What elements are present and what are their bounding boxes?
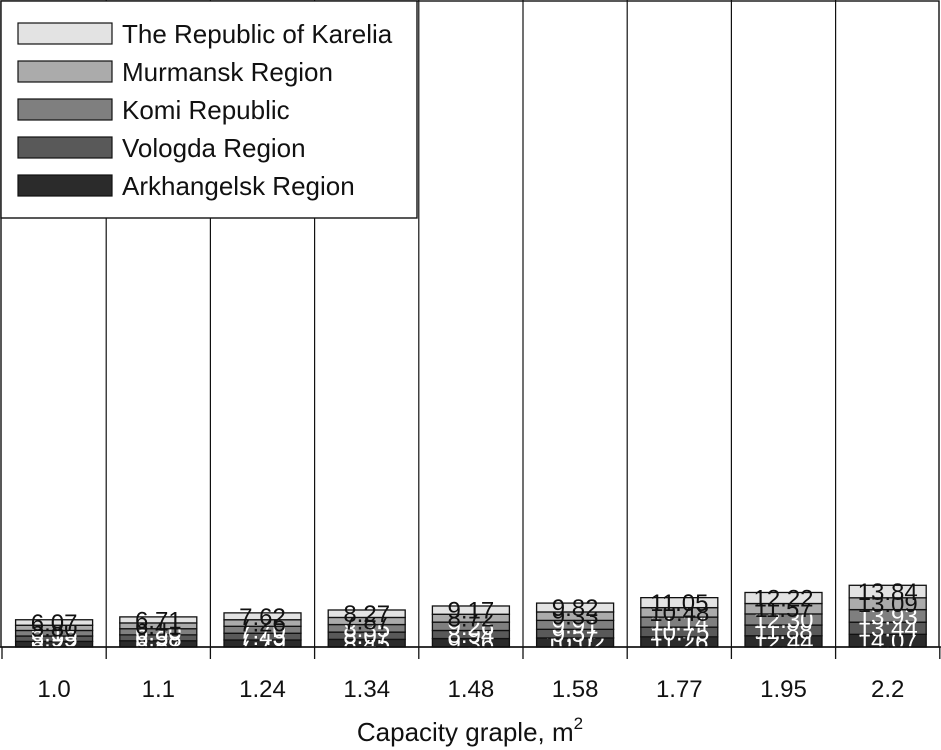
data-label-the-republic-of-karelia-1-34: 8.27	[343, 601, 390, 628]
legend: The Republic of Karelia Murmansk Region Ko…	[0, 0, 418, 219]
data-label-the-republic-of-karelia-1-0: 6.07	[31, 610, 78, 637]
data-label-the-republic-of-karelia-1-95: 12.22	[753, 585, 813, 612]
x-tick-label-1-24: 1.24	[239, 676, 286, 703]
x-tick-label-1-1: 1.1	[142, 676, 175, 703]
x-tick-label-1-34: 1.34	[343, 676, 390, 703]
legend-swatch-murmansk-region	[17, 60, 113, 83]
bar-the-republic-of-karelia-1-1	[119, 616, 198, 624]
bar-the-republic-of-karelia-1-95	[744, 591, 823, 605]
x-tick-label-1-95: 1.95	[760, 676, 807, 703]
bar-the-republic-of-karelia-1-58	[535, 602, 615, 613]
bar-the-republic-of-karelia-1-34	[327, 609, 406, 619]
bars-layer: 6.225.956.155.806.076.876.586.806.416.71…	[14, 579, 927, 659]
data-label-the-republic-of-karelia-1-1: 6.71	[135, 607, 182, 634]
data-label-the-republic-of-karelia-1-24: 7.62	[239, 604, 286, 631]
legend-label-murmansk-region: Murmansk Region	[122, 57, 333, 87]
bar-the-republic-of-karelia-1-77	[640, 597, 719, 609]
bar-the-republic-of-karelia-1-48	[431, 605, 511, 615]
x-axis-title-superscript: 2	[574, 714, 583, 733]
x-tick-label-1-77: 1.77	[656, 676, 703, 703]
bar-the-republic-of-karelia-2-2	[848, 584, 927, 599]
x-tick-label-2-2: 2.2	[871, 676, 904, 703]
data-label-the-republic-of-karelia-2-2: 13.84	[858, 579, 918, 606]
x-tick-label-1-0: 1.0	[37, 676, 70, 703]
legend-swatch-the-republic-of-karelia	[17, 22, 113, 45]
legend-label-komi-republic: Komi Republic	[122, 95, 290, 125]
x-axis-title-text: Capacity graple, m	[357, 717, 574, 747]
x-tick-label-1-58: 1.58	[552, 676, 599, 703]
legend-label-vologda-region: Vologda Region	[122, 133, 306, 163]
data-label-the-republic-of-karelia-1-48: 9.17	[448, 598, 495, 625]
legend-swatch-komi-republic	[17, 98, 113, 121]
legend-swatch-vologda-region	[17, 136, 113, 159]
legend-label-the-republic-of-karelia: The Republic of Karelia	[122, 19, 393, 49]
legend-label-arkhangelsk-region: Arkhangelsk Region	[122, 171, 355, 201]
x-axis: 1.0 1.1 1.24 1.34 1.48 1.58 1.77 1.95 2.2	[0, 646, 941, 703]
bar-the-republic-of-karelia-1-0	[14, 619, 94, 626]
legend-swatch-arkhangelsk-region	[17, 174, 113, 197]
data-label-the-republic-of-karelia-1-77: 11.05	[650, 590, 708, 617]
x-axis-title: Capacity graple, m2	[357, 714, 583, 747]
x-tick-label-1-48: 1.48	[448, 676, 495, 703]
data-label-the-republic-of-karelia-1-58: 9.82	[552, 595, 599, 622]
bar-the-republic-of-karelia-1-24	[223, 612, 302, 621]
